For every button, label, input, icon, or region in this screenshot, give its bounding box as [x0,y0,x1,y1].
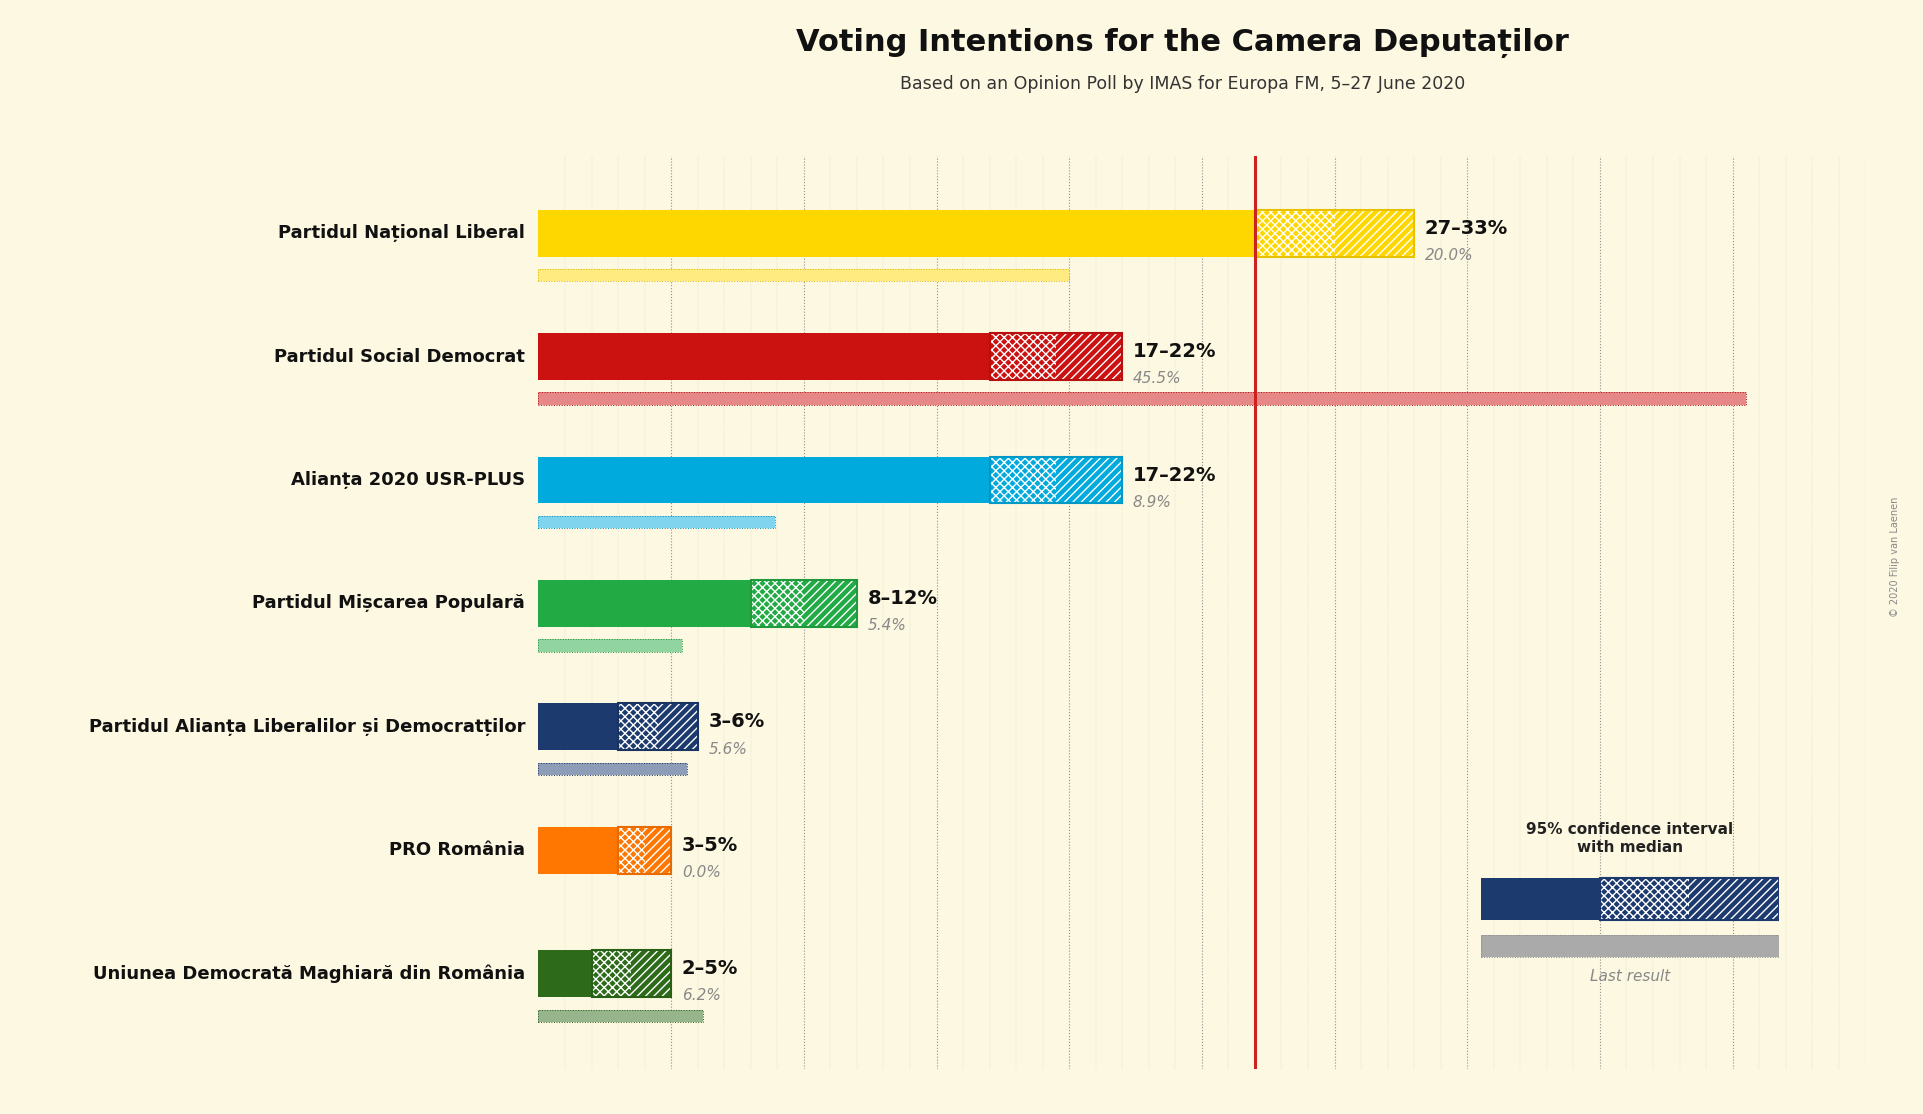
Bar [1056,333,1123,380]
Bar [617,703,658,751]
Bar [538,580,750,627]
Bar [1690,878,1779,920]
Bar [538,763,687,775]
Bar [538,827,617,873]
Bar [538,457,990,504]
Text: Partidul Național Liberal: Partidul Național Liberal [279,224,525,242]
Bar [538,516,775,528]
Bar [804,580,858,627]
Text: 3–5%: 3–5% [683,836,738,854]
Bar [592,950,671,997]
Bar [750,580,804,627]
Bar [538,763,687,775]
Bar [592,950,631,997]
Bar [644,827,671,873]
Bar [617,703,698,751]
Bar [538,1009,704,1022]
Text: Uniunea Democrată Maghiară din România: Uniunea Democrată Maghiară din România [92,965,525,983]
Text: 95% confidence interval
with median: 95% confidence interval with median [1527,822,1733,854]
Bar [658,703,698,751]
Text: 27–33%: 27–33% [1425,218,1508,237]
Bar [617,827,644,873]
Bar [990,333,1123,380]
Text: 5.6%: 5.6% [708,742,748,756]
Text: 3–6%: 3–6% [708,713,765,732]
Text: Voting Intentions for the Camera Deputaților: Voting Intentions for the Camera Deputaț… [796,28,1569,58]
Text: © 2020 Filip van Laenen: © 2020 Filip van Laenen [1890,497,1900,617]
Text: 8–12%: 8–12% [867,589,938,608]
Bar [990,333,1056,380]
Bar [990,457,1123,504]
Bar [538,392,1746,404]
Bar [1056,333,1123,380]
Text: 5.4%: 5.4% [867,618,906,633]
Bar [750,580,858,627]
Text: 0.0%: 0.0% [683,866,721,880]
Text: Alianța 2020 USR-PLUS: Alianța 2020 USR-PLUS [290,471,525,489]
Bar [658,703,698,751]
Bar [538,333,990,380]
Bar [538,950,592,997]
Bar [1056,457,1123,504]
Bar [1335,209,1413,256]
Bar [617,827,671,873]
Bar [990,333,1056,380]
Bar [1056,457,1123,504]
Bar [617,703,658,751]
Text: 20.0%: 20.0% [1425,247,1473,263]
Text: 45.5%: 45.5% [1133,371,1181,387]
Bar [1256,209,1335,256]
Bar [617,827,644,873]
Bar [538,268,1069,281]
Bar [1256,209,1413,256]
Text: Partidul Social Democrat: Partidul Social Democrat [275,348,525,365]
Bar [592,950,631,997]
Text: 2–5%: 2–5% [683,959,738,978]
Bar [538,392,1746,404]
Bar [1335,209,1413,256]
Bar [538,639,683,652]
Text: Partidul Mișcarea Populară: Partidul Mișcarea Populară [252,595,525,613]
Bar [750,580,804,627]
Text: 17–22%: 17–22% [1133,342,1217,361]
Bar [990,457,1056,504]
Text: Based on an Opinion Poll by IMAS for Europa FM, 5–27 June 2020: Based on an Opinion Poll by IMAS for Eur… [900,75,1465,92]
Bar [1256,209,1335,256]
Bar [1600,878,1779,920]
Bar [538,639,683,652]
Bar [1600,878,1690,920]
Bar [538,209,1256,256]
Text: PRO România: PRO România [388,841,525,859]
Text: 17–22%: 17–22% [1133,466,1217,485]
Bar [631,950,671,997]
Bar [538,268,1069,281]
Bar [538,516,775,528]
Bar [631,950,671,997]
Text: Partidul Alianța Liberalilor și Democratților: Partidul Alianța Liberalilor și Democrat… [88,717,525,736]
Text: 8.9%: 8.9% [1133,495,1171,510]
Text: 6.2%: 6.2% [683,988,721,1004]
Bar [644,827,671,873]
Bar [538,1009,704,1022]
Bar [1481,878,1600,920]
Text: Last result: Last result [1590,969,1669,984]
Bar [804,580,858,627]
Bar [538,703,617,751]
Bar [990,457,1056,504]
